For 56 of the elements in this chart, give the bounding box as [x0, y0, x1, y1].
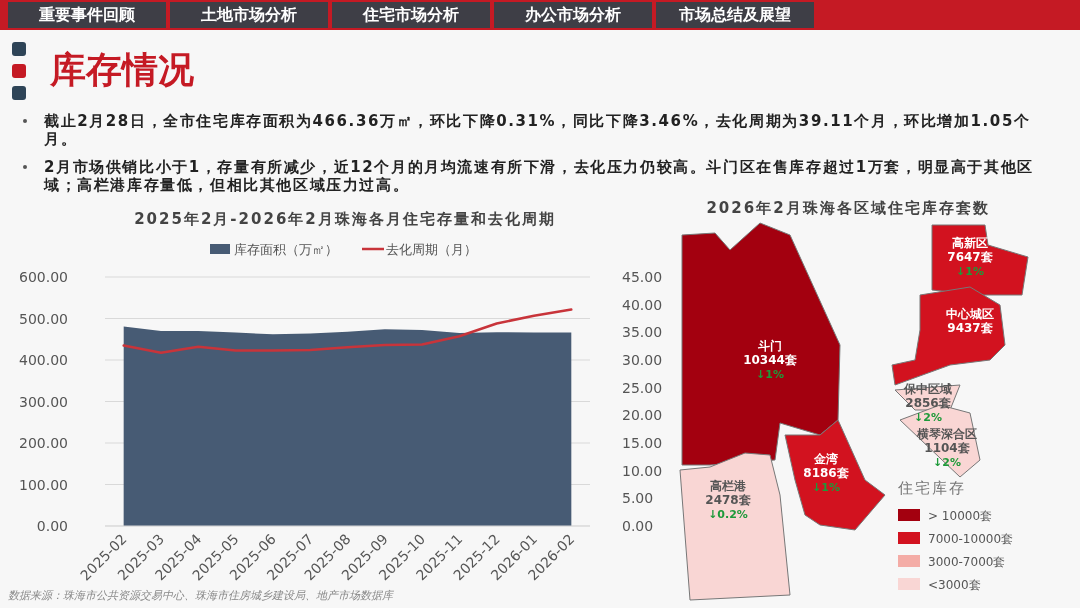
legend-label: 7000-10000套: [928, 532, 1014, 546]
y2-tick-label: 35.00: [622, 324, 663, 341]
y-tick-label: 600.00: [19, 269, 68, 285]
y2-tick-label: 5.00: [622, 490, 654, 507]
category-label: 金湾: [813, 452, 838, 466]
category-label: 斗门: [757, 339, 782, 353]
legend-title: 住宅库存: [897, 479, 966, 497]
text: 2026年2月珠海各区域住宅库存套数: [706, 199, 990, 217]
text: ↓2%: [933, 456, 961, 469]
y2-tick-label: 20.00: [622, 407, 663, 424]
category-label: 市场总结及展望: [656, 2, 814, 28]
text: 截止2月28日，全市住宅库存面积为466.36万㎡，环比下降0.31%，同比下降3.46%，去化周期为39.11个月，环比增加1.05个月。: [44, 112, 1032, 148]
legend-label: 去化周期（月）: [386, 242, 477, 257]
data-label: 2478套: [705, 493, 751, 507]
category-label: 保中区域: [903, 382, 952, 396]
legend-label: > 10000套: [928, 509, 993, 523]
category-label: 重要事件回顾: [8, 2, 166, 28]
text: ↓0.2%: [708, 508, 748, 521]
data-label: 7647套: [947, 250, 993, 264]
y2-tick-label: 25.00: [622, 379, 663, 396]
data-label: 10344套: [743, 353, 797, 367]
text: ↓1%: [812, 481, 840, 494]
data-label: 2856套: [905, 396, 951, 410]
legend-label: <3000套: [928, 578, 981, 592]
text: 2月市场供销比小于1，存量有所减少，近12个月的月均流速有所下滑，去化压力仍较高。斗门区在售库存超过1万套，明显高于其他区域；高栏港库存量低，但相比其他区域压力过高。: [44, 158, 1035, 194]
y2-tick-label: 40.00: [622, 296, 663, 313]
category-label: 土地市场分析: [170, 2, 328, 28]
category-label: 横琴深合区: [916, 427, 977, 441]
y-tick-label: 100.00: [19, 476, 68, 493]
y-tick-label: 400.00: [19, 352, 68, 368]
data-label: 9437套: [947, 321, 993, 335]
data-label: 8186套: [803, 466, 849, 480]
text: ↓2%: [914, 411, 942, 424]
y-tick-label: 200.00: [19, 435, 68, 451]
y-tick-label: 0.00: [36, 518, 68, 534]
category-label: 高新区: [952, 236, 988, 250]
text: 库存情况: [50, 48, 194, 92]
chart-title: 2025年2月-2026年2月珠海各月住宅存量和去化周期: [134, 210, 556, 228]
line-series: [122, 308, 573, 355]
legend-label: 3000-7000套: [928, 555, 1006, 569]
text: ↓1%: [956, 265, 984, 278]
y-tick-label: 300.00: [19, 393, 68, 410]
y-tick-label: 500.00: [19, 310, 68, 327]
text: ↓1%: [756, 368, 784, 381]
data-label: 1104套: [924, 441, 970, 455]
y2-tick-label: 10.00: [622, 462, 663, 479]
category-label: 高栏港: [710, 479, 747, 493]
y2-tick-label: 30.00: [622, 352, 663, 368]
legend-label: 库存面积（万㎡）: [234, 242, 338, 257]
y2-tick-label: 45.00: [622, 269, 663, 285]
category-label: 住宅市场分析: [332, 2, 490, 28]
category-label: 办公市场分析: [494, 2, 652, 28]
category-label: 中心城区: [946, 307, 994, 321]
y2-tick-label: 0.00: [622, 518, 654, 534]
source-note: 数据来源：珠海市公共资源交易中心、珠海市住房城乡建设局、地产市场数据库: [8, 588, 393, 603]
y2-tick-label: 15.00: [622, 435, 663, 451]
